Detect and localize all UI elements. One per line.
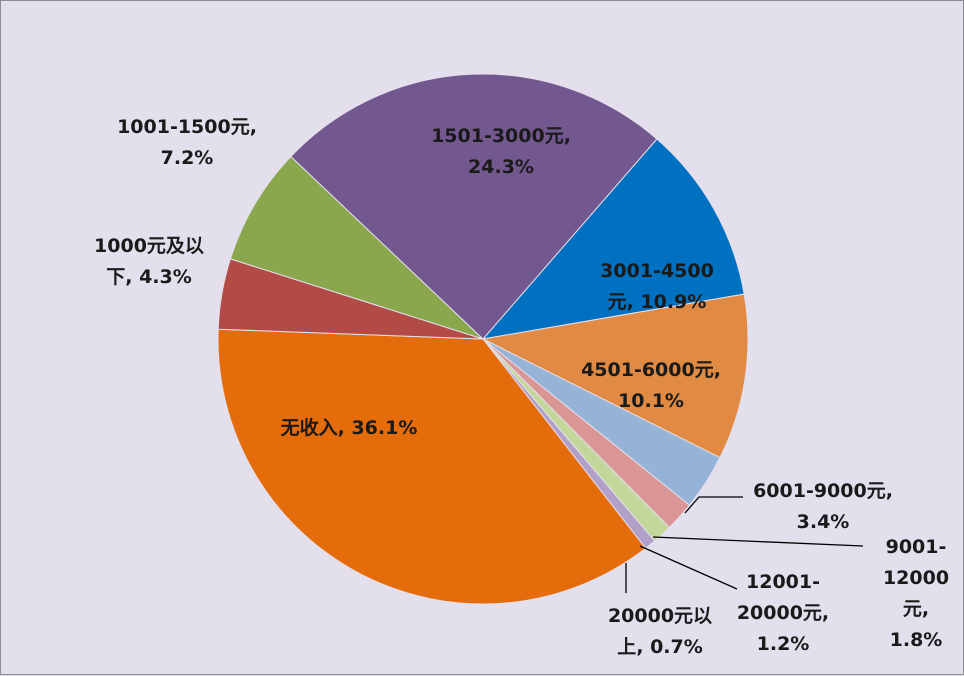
pie-slice xyxy=(229,155,484,340)
leader-lines xyxy=(625,496,864,593)
slice-label: 1501-3000元, 24.3% xyxy=(431,125,571,178)
pie-slice xyxy=(217,328,647,605)
slice-label: 无收入, 36.1% xyxy=(281,416,418,439)
slice-label: 3001-4500 元, 10.9% xyxy=(600,260,714,313)
leader-line xyxy=(684,496,743,514)
slice-label: 4501-6000元, 10.1% xyxy=(581,359,721,412)
slice-labels: 3001-4500 元, 10.9% 4501-6000元, 10.1% 6001-90… xyxy=(94,116,949,658)
slice-label: 6001-9000元, 3.4% xyxy=(753,480,893,533)
slice-label: 1001-1500元, 7.2% xyxy=(117,116,257,169)
leader-line xyxy=(639,545,738,590)
pie-slice xyxy=(481,293,749,459)
pie-slices xyxy=(217,73,749,605)
pie-slice xyxy=(290,73,658,340)
slice-label: 20000元以上, 0.7% xyxy=(608,605,712,658)
slice-label: 9001-12000 元, 1.8% xyxy=(883,536,949,651)
slice-label: 1000元及以下, 4.3% xyxy=(94,235,204,288)
leader-line xyxy=(652,536,864,547)
pie-slice xyxy=(481,138,745,340)
slice-label: 12001-20000元, 1.2% xyxy=(737,571,829,655)
